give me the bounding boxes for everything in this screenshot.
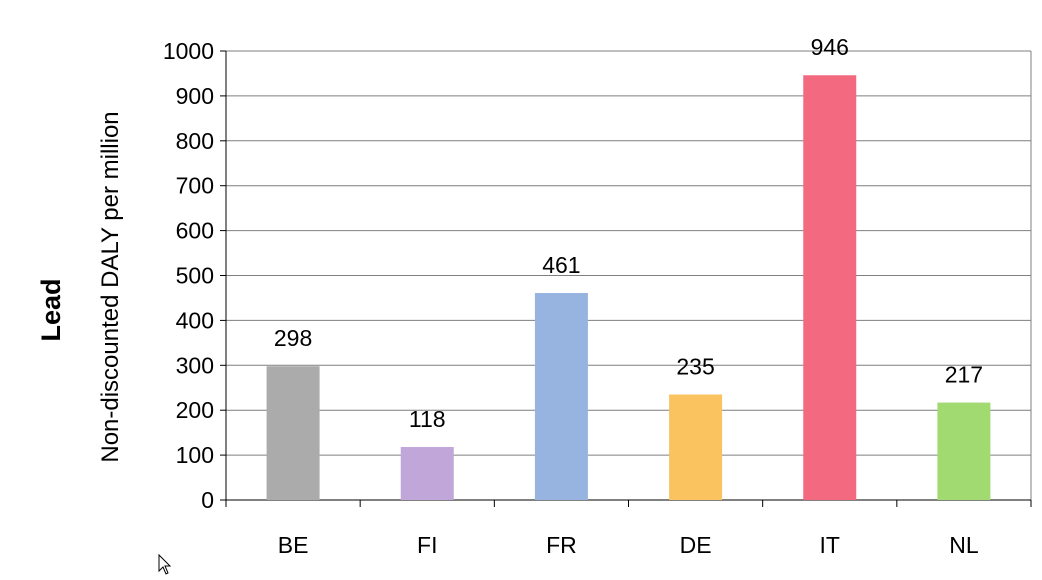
data-labels: 298 118 461 235 946 217 [274,34,983,432]
data-label-de: 235 [676,353,714,379]
y-tick-label: 100 [176,442,214,468]
data-label-fi: 118 [409,406,446,432]
data-label-it: 946 [811,34,849,60]
y-axis-label: Non-discounted DALY per million [97,111,124,462]
y-tick-label: 900 [176,83,214,109]
x-tick-label-nl: NL [949,532,979,558]
bar-it [803,75,857,500]
tick-labels: 0 100 200 300 400 500 600 700 800 900 1000 BE FI FR DE… [163,38,979,558]
data-label-nl: 217 [945,362,983,388]
y-tick-label: 300 [176,352,214,378]
bar-fr [534,293,588,500]
chart-title: Lead [36,278,66,341]
y-tick-label: 500 [176,263,214,289]
y-tick-label: 800 [176,128,214,154]
y-tick-label: 600 [176,218,214,244]
mouse-pointer-icon [158,553,172,575]
x-tick-label-de: DE [680,532,712,558]
y-tick-label: 200 [176,397,214,423]
bar-fi [400,447,454,500]
data-label-be: 298 [274,325,312,351]
x-tick-label-fr: FR [546,532,577,558]
bar-nl [937,402,991,500]
y-tick-label: 400 [176,307,214,333]
y-tick-label: 700 [176,173,214,199]
axes [220,50,1032,507]
y-tick-label: 0 [201,487,214,513]
bar-be [266,366,320,500]
bars [266,75,991,500]
y-tick-label: 1000 [163,38,214,64]
x-tick-label-be: BE [278,532,309,558]
x-tick-label-it: IT [820,532,840,558]
bar-de [669,394,723,500]
data-label-fr: 461 [542,252,580,278]
x-tick-label-fi: FI [417,532,437,558]
gridlines [226,50,1032,500]
